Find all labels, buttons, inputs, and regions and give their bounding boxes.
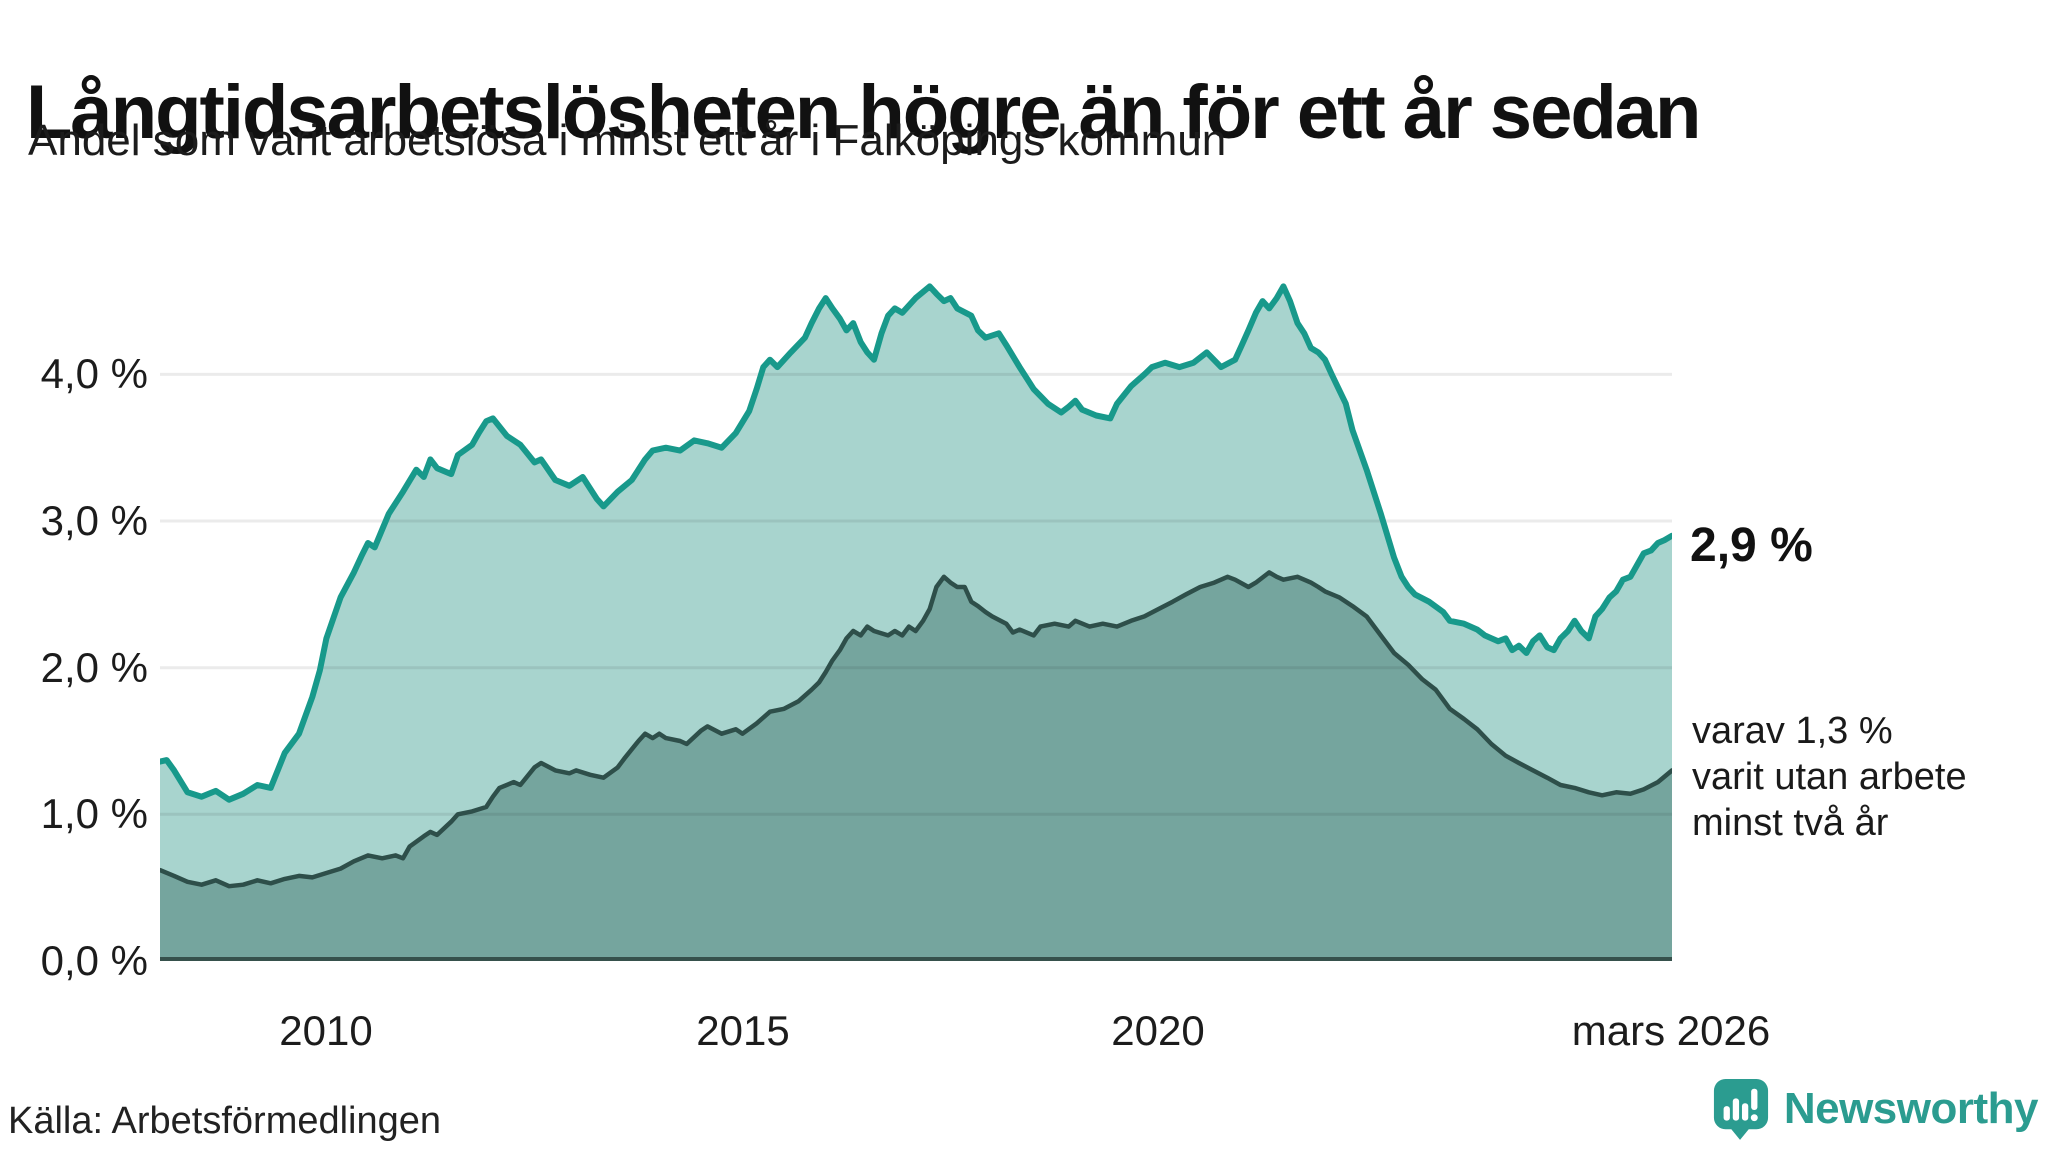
x-tick-mars-2026: mars 2026: [1571, 1007, 1771, 1054]
end-note-line-1: varav 1,3 %: [1692, 710, 1893, 752]
series-end-note: varav 1,3 % varit utan arbete minst två …: [1692, 708, 1967, 846]
newsworthy-wordmark: Newsworthy: [1783, 1083, 2039, 1133]
page-subtitle: Andel som varit arbetslösa i minst ett å…: [28, 116, 1227, 165]
y-tick-0: 0,0 %: [40, 937, 148, 984]
y-tick-4: 4,0 %: [40, 350, 148, 397]
plot-area: [160, 260, 1672, 961]
area-chart: [160, 283, 1672, 961]
x-tick-2010: 2010: [279, 1007, 373, 1054]
series-end-value-label: 2,9 %: [1690, 519, 1813, 572]
end-note-line-3: minst två år: [1692, 802, 1889, 844]
y-tick-3: 3,0 %: [40, 497, 148, 544]
y-tick-2: 2,0 %: [40, 644, 148, 691]
page-title: Långtidsarbetslösheten högre än för ett …: [26, 69, 1701, 155]
line-minst-ett-ar: [160, 283, 1672, 803]
end-note-line-2: varit utan arbete: [1692, 756, 1967, 798]
x-tick-2020: 2020: [1111, 1007, 1205, 1054]
newsworthy-logo[interactable]: Newsworthy: [1712, 1077, 2039, 1146]
newsworthy-speech-bubble-chart-icon: [1712, 1077, 1770, 1146]
x-tick-2015: 2015: [696, 1007, 790, 1054]
y-tick-1: 1,0 %: [40, 790, 148, 837]
area-fill-minst-tva-ar: [160, 572, 1672, 961]
line-minst-tva-ar: [160, 570, 1672, 889]
source-note: Källa: Arbetsförmedlingen: [8, 1100, 442, 1142]
